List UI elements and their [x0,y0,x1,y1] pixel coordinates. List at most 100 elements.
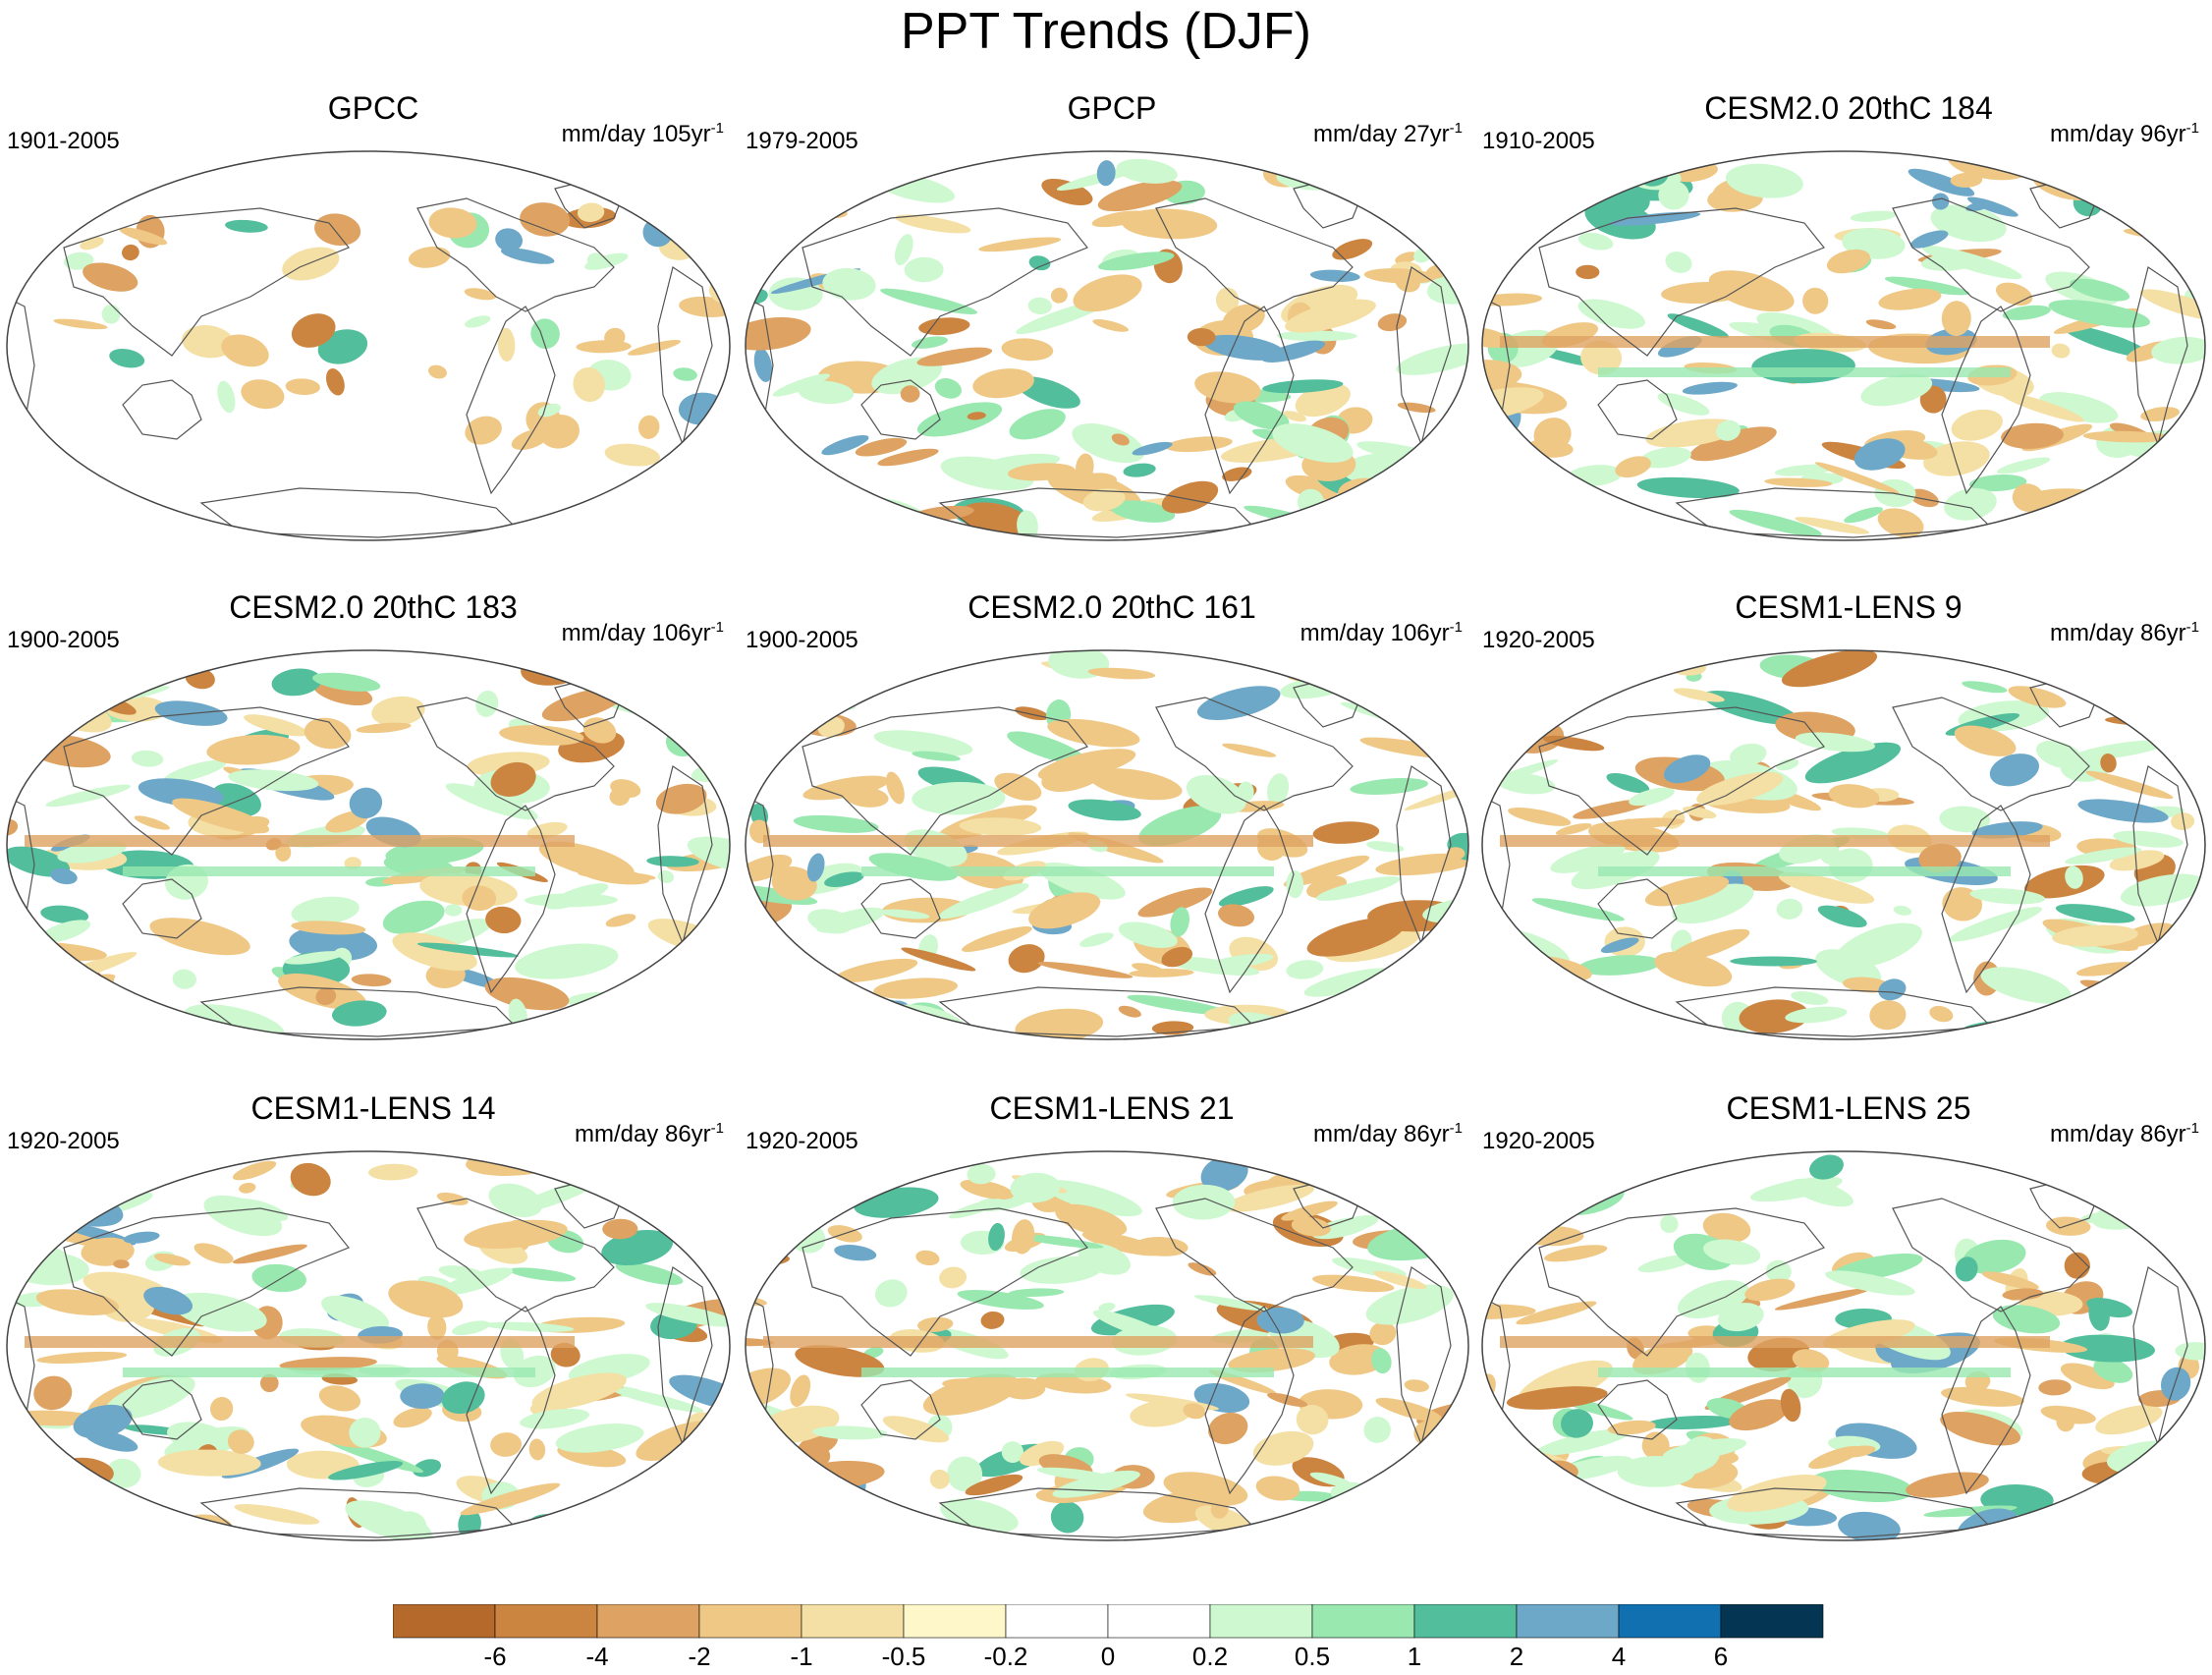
trend-patch [1751,349,1855,384]
trend-patch [1082,488,1126,512]
trend-patch [1665,251,1692,273]
trend-patch [2120,873,2205,907]
trend-patch [1682,381,1738,395]
colorbar-box [1516,1604,1620,1639]
trend-patch [613,994,656,1024]
trend-patch [1187,327,1216,347]
trend-patch [1404,780,1468,810]
trend-patch [1919,385,1947,414]
trend-patch [436,1355,508,1379]
trend-patch [149,918,250,956]
trend-patch [464,288,497,301]
trend-patch [1482,986,1521,1014]
trend-patch [873,977,959,999]
trend-patch [499,725,584,746]
equatorial-band [1500,835,2050,847]
trend-patch [1966,196,2018,217]
trend-patch [285,378,320,396]
trend-patch [356,722,412,734]
trend-patch [2140,407,2181,421]
trend-patch [427,1314,447,1340]
trend-patch [1488,1480,1530,1508]
trend-patch [1615,456,1651,478]
trend-patch [33,1375,73,1411]
trend-patch [1729,509,1822,536]
trend-patch [2140,1473,2205,1497]
trend-patch [1512,1216,1536,1229]
trend-patch [663,1151,730,1176]
trend-patch [1739,999,1809,1033]
trend-patch [228,769,319,792]
trend-patch [2088,515,2107,540]
trend-patch [2072,740,2168,760]
trend-patch [1774,1288,1871,1311]
trend-patch [2113,830,2184,848]
trend-patch [1550,843,1626,873]
trend-patch [1941,1386,2024,1407]
trend-patch [289,925,378,962]
trend-patch [885,771,905,805]
trend-patch [1971,821,2043,839]
trend-patch [1043,1180,1142,1217]
panel-period: 1920-2005 [7,1128,120,1154]
trend-patch [1121,208,1218,240]
trend-patch [1482,1493,1563,1502]
trend-patch [109,349,145,368]
trend-patch [746,1337,774,1347]
trend-patch [1134,1237,1189,1256]
trend-patch [1028,255,1051,271]
trend-patch [1644,875,1730,907]
trend-patch [821,434,869,456]
trend-patch [7,846,71,877]
coastline [1482,1296,1511,1435]
trend-patch [2182,1247,2205,1269]
trend-patch [918,317,970,336]
trend-patch [1431,658,1468,687]
trend-patch [1828,784,1880,809]
trend-patch [460,1482,561,1516]
trend-patch [1482,988,1564,1027]
trend-patch [63,251,94,270]
trend-patch [400,1383,445,1410]
trend-patch [1663,754,1711,784]
figure-title: PPT Trends (DJF) [900,3,1311,60]
trend-patch [856,497,934,534]
trend-patch [1130,1400,1192,1427]
coastline [1892,197,2090,312]
trend-patch [900,385,920,403]
trend-patch [475,690,499,717]
trend-patch [138,778,224,808]
trend-patch [1316,661,1372,677]
trend-patch [1396,343,1468,375]
trend-patch [940,1498,1019,1534]
trend-patch [1730,956,1817,967]
trend-patch [1381,189,1468,219]
trend-patch [636,1421,719,1462]
trend-patch [609,662,651,691]
trend-patch [1215,287,1240,313]
trend-patch [994,772,1042,801]
panel-cesm1-lens-25: CESM1-LENS 25 1920-2005 mm/day 86yr-1 [1480,1090,2212,1542]
trend-patch [1267,1392,1308,1408]
trend-patch [1359,737,1461,759]
trend-patch [153,1253,192,1266]
trend-patch [1001,1441,1024,1464]
trend-patch [1360,1011,1409,1039]
colorbar-box [801,1604,905,1639]
trend-patch [304,717,352,750]
coastline [7,296,35,435]
trend-patch [1399,151,1468,181]
trend-patch [1218,886,1274,908]
trend-patch [2146,151,2205,185]
trend-patch [182,325,235,359]
trend-patch [1727,1475,1827,1512]
trend-patch [911,336,949,349]
trend-patch [1055,1203,1128,1237]
coastline [746,795,774,934]
coastline [746,1296,774,1435]
trend-patch [2065,847,2142,865]
trend-patch [1097,251,1175,271]
trend-patch [1702,1239,1761,1265]
trend-patch [793,814,879,833]
trend-patch [714,961,730,988]
